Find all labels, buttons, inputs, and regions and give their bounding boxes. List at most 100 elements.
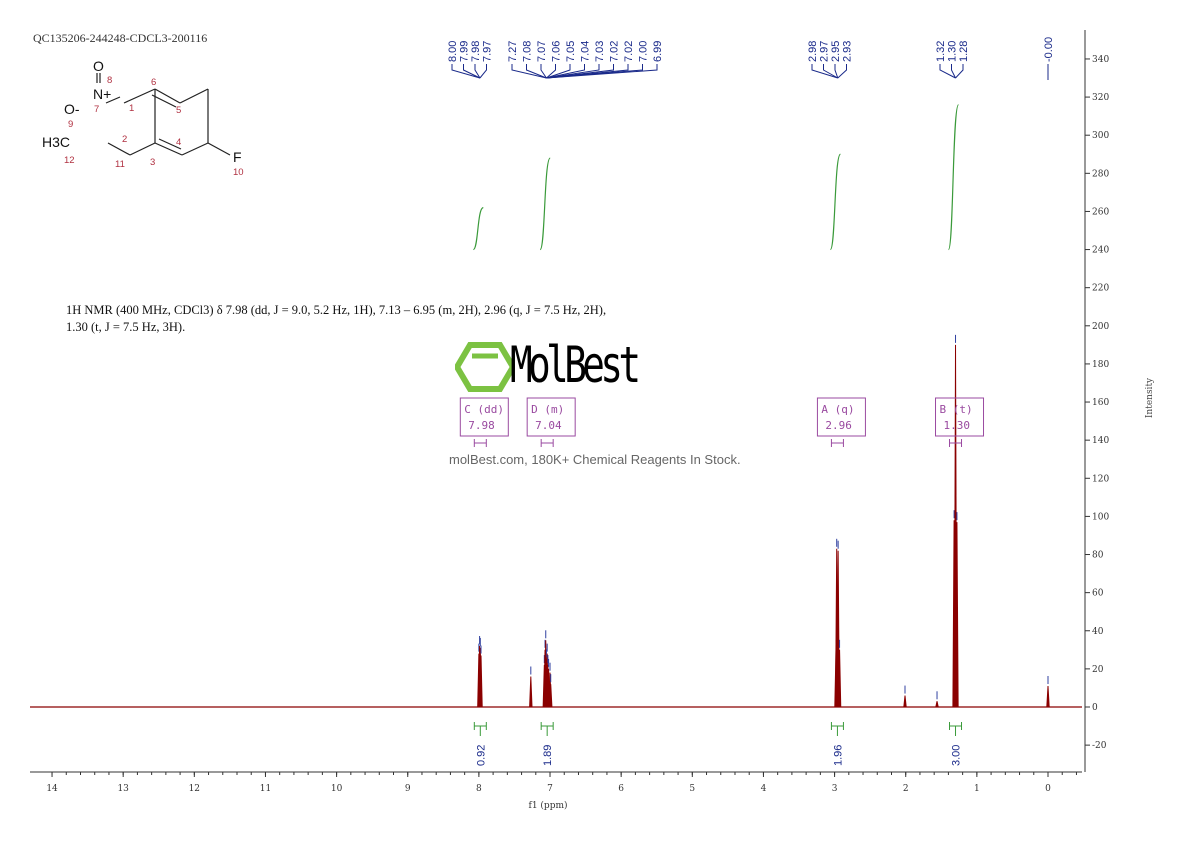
watermark-brand: MolBest bbox=[510, 336, 641, 394]
atom-number: 1 bbox=[129, 103, 134, 114]
watermark-tagline: molBest.com, 180K+ Chemical Reagents In … bbox=[449, 452, 741, 467]
x-tick-label: 8 bbox=[476, 784, 482, 794]
integral-value: 0.92 bbox=[475, 745, 487, 766]
multiplet-shift: 2.96 bbox=[825, 419, 852, 432]
spectrum-peak bbox=[955, 522, 959, 708]
multiplet-range bbox=[540, 439, 554, 447]
peak-label-connector bbox=[526, 64, 547, 79]
sample-id: QC135206-244248-CDCL3-200116 bbox=[33, 31, 208, 45]
integral-bracket bbox=[830, 722, 844, 736]
multiplet-box bbox=[935, 397, 985, 437]
peak-label-connector bbox=[546, 64, 556, 79]
peak-label: 2.98 bbox=[807, 41, 819, 62]
atom-ch3: H3C bbox=[42, 134, 70, 150]
y-tick-label: 180 bbox=[1092, 360, 1109, 370]
integral-value: 1.89 bbox=[542, 745, 554, 766]
spectrum-peak bbox=[529, 676, 533, 708]
peak-label-connector bbox=[939, 64, 956, 79]
y-tick-label: 260 bbox=[1092, 207, 1109, 217]
multiplet-label: A (q) bbox=[821, 403, 854, 416]
spectrum-peak bbox=[903, 695, 907, 708]
peak-label-connector bbox=[546, 64, 585, 79]
peak-label: 7.07 bbox=[536, 41, 548, 62]
x-axis-label: f1 (ppm) bbox=[529, 800, 568, 811]
peak-label-connector bbox=[463, 64, 481, 79]
integral-bracket bbox=[473, 722, 487, 736]
y-tick-label: 80 bbox=[1092, 551, 1104, 561]
peak-label: 7.03 bbox=[594, 41, 606, 62]
peak-label: -0.00 bbox=[1043, 37, 1055, 62]
peak-label: 7.97 bbox=[482, 41, 494, 62]
peak-label-connector bbox=[540, 64, 547, 79]
x-tick-label: 4 bbox=[761, 784, 767, 794]
y-tick-label: -20 bbox=[1092, 741, 1107, 751]
multiplet-box bbox=[459, 397, 509, 437]
peak-label-connector bbox=[811, 64, 838, 79]
atom-number: 10 bbox=[233, 167, 244, 178]
multiplet-range bbox=[473, 439, 487, 447]
y-tick-label: 320 bbox=[1092, 93, 1109, 103]
x-tick-label: 13 bbox=[117, 784, 129, 794]
y-tick-label: 340 bbox=[1092, 55, 1109, 65]
peak-label: 2.95 bbox=[830, 41, 842, 62]
integral-value: 3.00 bbox=[951, 745, 963, 766]
peak-label: 7.02 bbox=[609, 41, 621, 62]
spectrum-peak bbox=[837, 649, 842, 708]
y-tick-label: 100 bbox=[1092, 512, 1109, 522]
integral-curve bbox=[539, 157, 551, 251]
peak-label-connector bbox=[955, 64, 964, 79]
spectrum-peak bbox=[549, 684, 553, 708]
spectrum-peak bbox=[479, 655, 483, 708]
multiplet-range bbox=[830, 439, 844, 447]
peak-label: 2.97 bbox=[819, 41, 831, 62]
multiplet-shift: 1.30 bbox=[944, 419, 971, 432]
x-tick-label: 9 bbox=[405, 784, 411, 794]
x-tick-label: 0 bbox=[1045, 784, 1051, 794]
integral-curve bbox=[829, 153, 842, 251]
y-tick-label: 200 bbox=[1092, 322, 1109, 332]
y-tick-label: 160 bbox=[1092, 398, 1109, 408]
multiplet-label: C (dd) bbox=[464, 403, 504, 416]
atom-number: 3 bbox=[150, 157, 155, 168]
atom-number: 11 bbox=[115, 159, 125, 170]
peak-label: 6.99 bbox=[652, 41, 664, 62]
y-tick-label: 220 bbox=[1092, 284, 1109, 294]
x-tick-label: 12 bbox=[189, 784, 200, 794]
peak-label: 7.08 bbox=[522, 41, 534, 62]
peak-label: 7.99 bbox=[459, 41, 471, 62]
x-tick-label: 11 bbox=[260, 784, 271, 794]
peak-label: 7.98 bbox=[470, 41, 482, 62]
atom-number: 4 bbox=[176, 137, 181, 148]
peak-label: 2.93 bbox=[842, 41, 854, 62]
y-tick-label: 20 bbox=[1092, 665, 1104, 675]
spectrum-peak bbox=[935, 701, 939, 708]
y-tick-label: 140 bbox=[1092, 436, 1109, 446]
atom-o9: O- bbox=[64, 101, 80, 117]
integral-curve bbox=[947, 104, 960, 251]
y-tick-label: 40 bbox=[1092, 627, 1104, 637]
peak-label: 8.00 bbox=[447, 41, 459, 62]
multiplet-box bbox=[526, 397, 576, 437]
peak-label-connector bbox=[834, 64, 839, 79]
x-tick-label: 7 bbox=[547, 784, 553, 794]
peak-label-connector bbox=[837, 64, 847, 79]
peak-label-connector bbox=[474, 64, 481, 79]
peak-label: 1.28 bbox=[958, 41, 970, 62]
peak-label: 7.06 bbox=[551, 41, 563, 62]
atom-n7: N+ bbox=[93, 86, 111, 102]
multiplet-box bbox=[816, 397, 866, 437]
y-tick-label: 280 bbox=[1092, 169, 1109, 179]
peak-label: 1.30 bbox=[947, 41, 959, 62]
peak-label-connector bbox=[823, 64, 839, 79]
x-tick-label: 2 bbox=[903, 784, 909, 794]
multiplet-shift: 7.98 bbox=[468, 419, 495, 432]
molecule-structure: O N+ O- H3C F 1 2 3 4 5 6 7 8 9 10 11 12 bbox=[42, 58, 244, 178]
atom-number: 6 bbox=[151, 77, 156, 88]
atom-number: 12 bbox=[64, 155, 75, 166]
atom-number: 7 bbox=[94, 104, 99, 115]
peak-label: 7.04 bbox=[580, 41, 592, 62]
atom-number: 2 bbox=[122, 134, 127, 145]
atom-number: 8 bbox=[107, 75, 112, 86]
x-tick-label: 5 bbox=[689, 784, 695, 794]
